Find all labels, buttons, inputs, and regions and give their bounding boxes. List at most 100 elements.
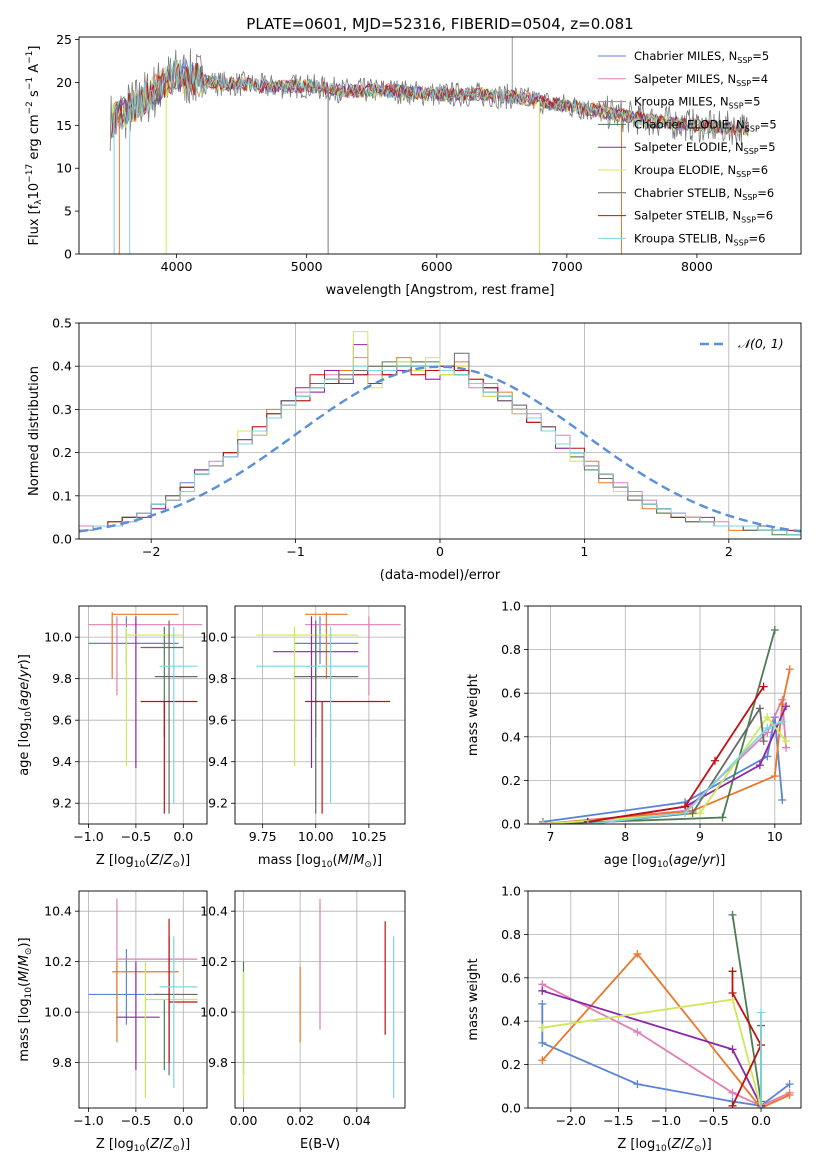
data-point-marker: [782, 702, 791, 711]
x-tick-label: −0.5: [121, 1113, 151, 1128]
data-point-marker: [757, 1008, 766, 1017]
y-axis-label: mass [log10(M/M⊙)]: [17, 937, 34, 1061]
x-tick-label: −1.0: [73, 829, 103, 844]
data-point-marker: [759, 737, 768, 746]
model-spectrum: [111, 59, 749, 139]
y-tick-label: 0.4: [501, 729, 521, 744]
x-tick-label: 2: [725, 544, 733, 559]
mass-vs-z-plot: [88, 898, 198, 1098]
legend-label: Salpeter STELIB, NSSP=6: [634, 209, 773, 225]
figure-title: PLATE=0601, MJD=52316, FIBERID=0504, z=0…: [246, 15, 633, 33]
axes-frame: [234, 605, 406, 825]
y-axis-label: age [log10(age/yr)]: [17, 654, 34, 776]
x-tick-label: 0.02: [286, 1113, 314, 1128]
y-tick-label: 0.0: [52, 532, 72, 547]
x-tick-label: 5000: [291, 259, 323, 274]
mass-weight-vs-age-frame: 7 8 9 10 0.0 0.2 0.4 0.6 0.8 1.0 age [log10(age/yr…: [466, 599, 802, 870]
data-point-marker: [785, 1090, 794, 1099]
legend-label: Kroupa ELODIE, NSSP=6: [634, 163, 768, 179]
mass-vs-ebv-plot: [242, 898, 395, 1098]
data-point-marker: [757, 1104, 766, 1108]
data-point-marker: [633, 1080, 642, 1089]
x-tick-label: 0: [436, 544, 444, 559]
y-tick-label: 20: [56, 75, 72, 90]
x-tick-label: −2: [142, 544, 160, 559]
x-tick-label: 0.0: [751, 1113, 771, 1128]
x-tick-label: −2.0: [556, 1113, 586, 1128]
age-vs-mass-plot: [256, 612, 401, 814]
y-tick-label: 25: [56, 32, 72, 47]
y-tick-label: 10.0: [44, 1005, 72, 1020]
y-tick-label: 10.0: [200, 630, 228, 645]
mass-weight-series: [542, 715, 787, 824]
age-vs-z-plot: [88, 612, 203, 814]
y-tick-label: 0.1: [52, 488, 72, 503]
y-axis-label: Normed distribution: [27, 366, 42, 496]
axes-frame: [78, 36, 802, 255]
mass-weight-series: [541, 952, 790, 1108]
y-axis-label: Flux [fλ10−17 erg cm−2 s−1 A−1]: [25, 46, 44, 246]
x-tick-label: 10.00: [298, 829, 334, 844]
x-tick-label: −0.5: [121, 829, 151, 844]
data-point-marker: [778, 717, 787, 726]
x-tick-label: −1: [286, 544, 304, 559]
gaussian-curve: [79, 365, 801, 533]
x-axis-label: age [log10(age/yr)]: [604, 853, 726, 870]
x-tick-label: 0.04: [343, 1113, 371, 1128]
axes-frame: [234, 890, 406, 1109]
x-tick-label: 7: [546, 829, 554, 844]
data-point-marker: [728, 910, 737, 919]
y-tick-label: 0.3: [52, 402, 72, 417]
y-tick-label: 5: [64, 204, 72, 219]
mass-weight-vs-z-frame: −2.0 −1.5 −1.0 −0.5 0.0 0.0 0.2 0.4 0.6 0.8 1.0 Z […: [466, 884, 802, 1154]
data-point-marker: [538, 986, 547, 995]
data-point-marker: [538, 1023, 547, 1032]
y-axis-label: mass weight: [466, 958, 481, 1040]
age-vs-z-axes: [79, 606, 207, 824]
data-point-marker: [633, 1028, 642, 1037]
x-tick-label: −0.5: [698, 1113, 728, 1128]
x-tick-label: 4000: [161, 259, 193, 274]
y-tick-label: 1.0: [501, 884, 521, 899]
y-tick-label: 9.8: [52, 1055, 72, 1070]
data-point-marker: [778, 796, 787, 805]
axes-frame: [527, 605, 802, 825]
x-tick-label: 1: [580, 544, 588, 559]
data-point-marker: [538, 1056, 547, 1065]
data-point-marker: [755, 704, 764, 713]
data-point-marker: [696, 809, 705, 818]
legend-label: Chabrier ELODIE, NSSP=5: [634, 117, 777, 133]
y-tick-label: 15: [56, 118, 72, 133]
x-tick-label: 0.0: [173, 1113, 193, 1128]
y-tick-label: 9.2: [208, 796, 228, 811]
data-point-marker: [785, 1080, 794, 1089]
y-tick-label: 0.0: [501, 1101, 521, 1116]
legend-label: Kroupa STELIB, NSSP=6: [634, 231, 765, 247]
data-point-marker: [728, 988, 737, 997]
data-point-marker: [763, 724, 772, 733]
data-point-marker: [710, 756, 719, 765]
y-tick-label: 0.8: [501, 927, 521, 942]
mass-vs-z-frame: −1.0 −0.5 0.0 9.8 10.0 10.2 10.4 Z [log10(Z/Z⊙)…: [17, 890, 208, 1154]
data-point-marker: [538, 820, 547, 824]
axes-frame: [78, 890, 208, 1109]
mass-weight-series: [731, 971, 763, 1107]
age-vs-z-frame: −1.0 −0.5 0.0 9.2 9.4 9.6 9.8 10.0 Z [log10(Z/Z⊙…: [17, 605, 208, 870]
y-tick-label: 0.6: [501, 970, 521, 985]
x-tick-label: 0.0: [173, 829, 193, 844]
x-tick-label: 10: [767, 829, 783, 844]
x-tick-label: −1.0: [651, 1113, 681, 1128]
y-tick-label: 9.8: [208, 1055, 228, 1070]
spectrum-plot: [109, 37, 749, 254]
axes-frame: [527, 890, 802, 1109]
y-tick-label: 0: [64, 247, 72, 262]
mass-weight-vs-age-plot: [538, 625, 794, 824]
y-tick-label: 0.4: [501, 1014, 521, 1029]
y-tick-label: 10.2: [200, 954, 228, 969]
data-point-marker: [770, 625, 779, 634]
legend-label: Kroupa MILES, NSSP=5: [634, 95, 760, 111]
mass-weight-series: [731, 914, 762, 1102]
y-tick-label: 0.2: [501, 1057, 521, 1072]
legend-label: Salpeter MILES, NSSP=4: [634, 72, 768, 88]
mass-weight-series: [542, 989, 762, 1107]
